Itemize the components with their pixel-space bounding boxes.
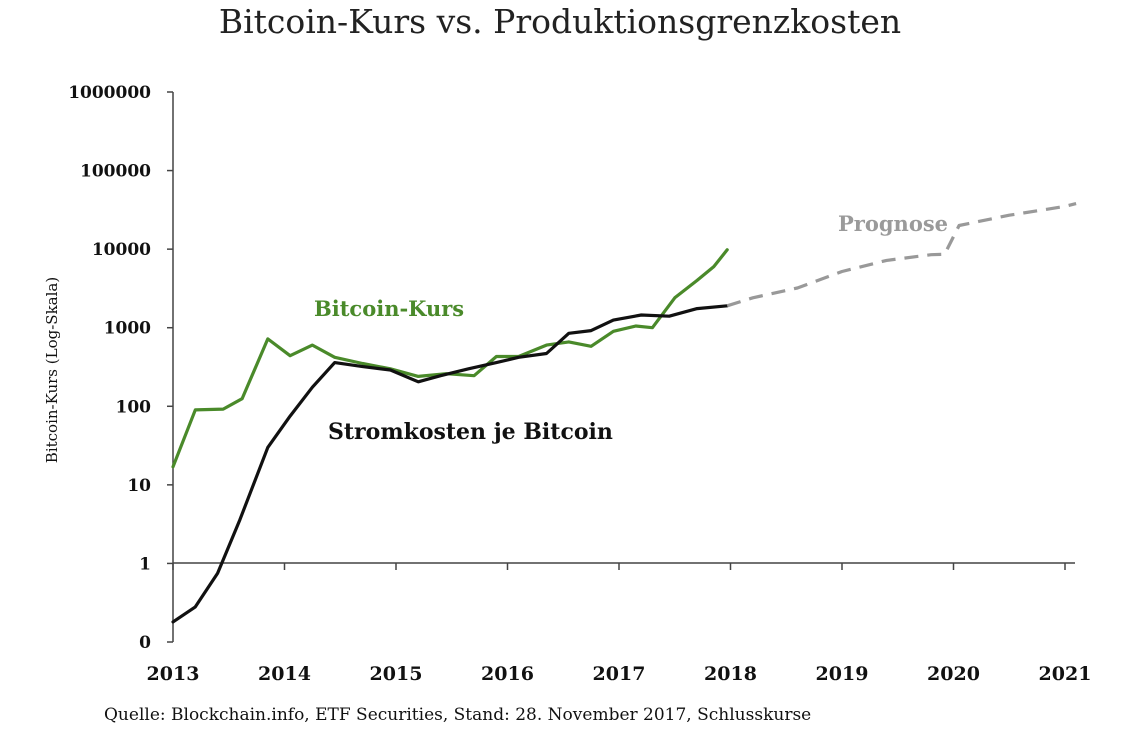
series-line-bitcoin-kurs: [171, 248, 729, 469]
x-tick-label: 2017: [593, 663, 646, 685]
y-tick-label: 0: [139, 633, 151, 653]
y-axis: 0 1 10 100 1000 10000 100000 1000000: [68, 83, 174, 653]
series-line-prognose: [726, 202, 1077, 308]
y-tick-label: 10: [127, 476, 151, 496]
annotation-prognose: Prognose: [838, 211, 948, 236]
x-tick-label: 2021: [1039, 663, 1092, 685]
y-tick-label: 1: [139, 554, 151, 574]
annotation-stromkosten: Stromkosten je Bitcoin: [328, 419, 613, 445]
y-tick-label: 10000: [92, 240, 151, 260]
x-tick-label: 2016: [481, 663, 534, 685]
y-tick-label: 100: [116, 397, 152, 417]
y-tick-label: 1000000: [68, 83, 151, 103]
series-line-stromkosten-je-bitcoin: [171, 304, 729, 624]
y-tick-label: 100000: [80, 162, 151, 182]
annotation-bitcoin-kurs: Bitcoin-Kurs: [314, 296, 464, 321]
y-axis-label: Bitcoin-Kurs (Log-Skala): [43, 277, 61, 463]
chart-title: Bitcoin-Kurs vs. Produktionsgrenzkosten: [219, 2, 901, 41]
x-tick-label: 2013: [147, 663, 200, 685]
annotation-layer: Bitcoin-Kurs Stromkosten je Bitcoin Prog…: [314, 211, 948, 445]
x-tick-label: 2020: [927, 663, 980, 685]
x-tick-label: 2014: [258, 663, 311, 685]
x-axis: 2013 2014 2015 2016 2017 2018 2019 2020 2021: [147, 562, 1092, 685]
y-tick-label: 1000: [104, 319, 151, 339]
x-tick-label: 2019: [816, 663, 869, 685]
x-tick-label: 2018: [704, 663, 757, 685]
source-note: Quelle: Blockchain.info, ETF Securities,…: [104, 705, 811, 725]
series-layer: [171, 202, 1077, 624]
x-tick-label: 2015: [370, 663, 423, 685]
